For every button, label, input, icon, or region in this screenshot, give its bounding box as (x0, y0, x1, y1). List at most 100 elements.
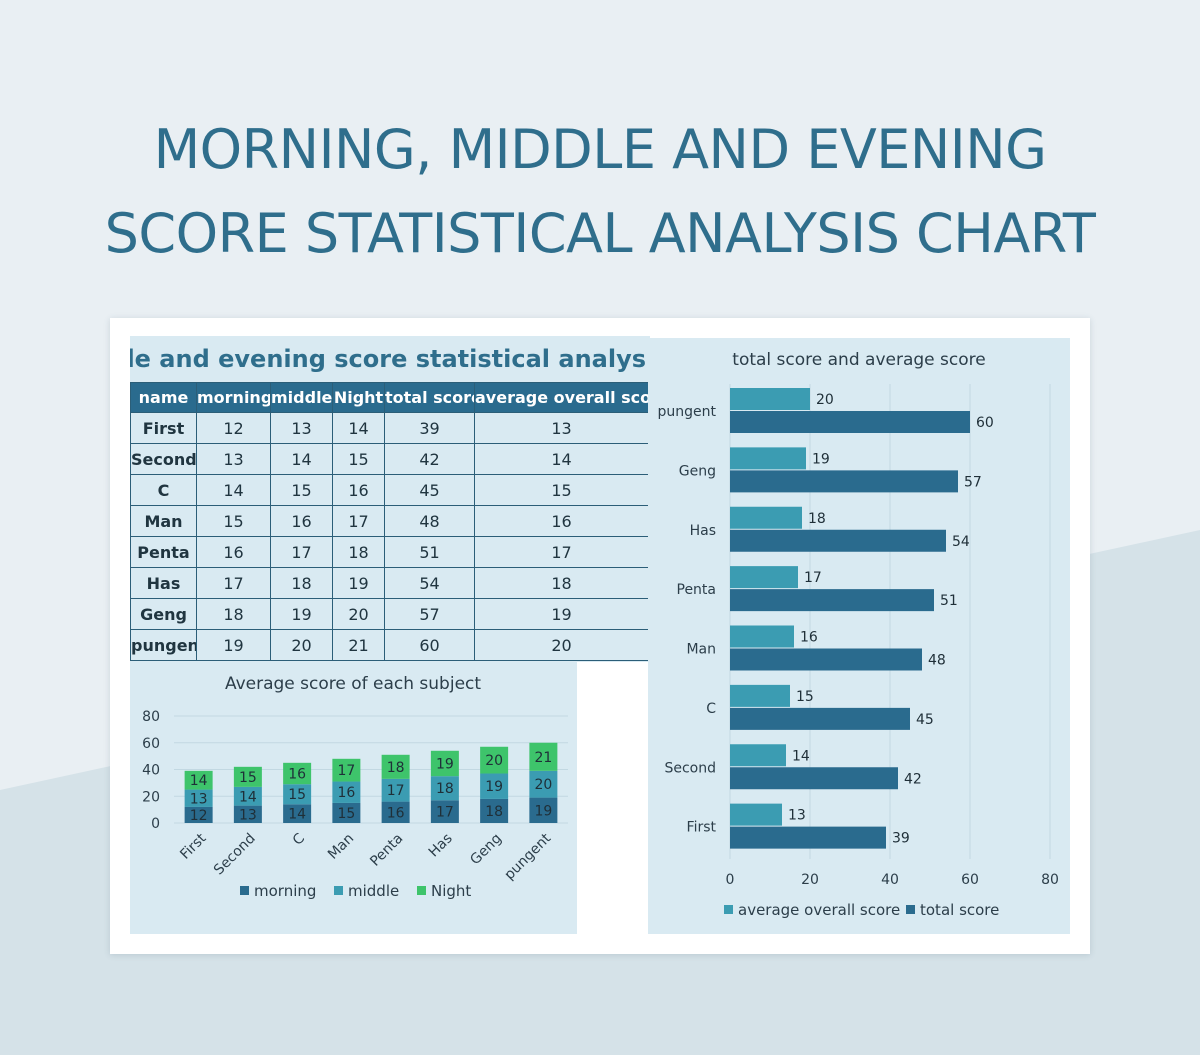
table-cell: Man (130, 505, 197, 537)
data-label: 13 (190, 791, 208, 807)
table-header-cell: middle (270, 382, 333, 413)
data-label: 18 (436, 781, 454, 797)
data-label: 19 (812, 451, 830, 467)
table-cell: Penta (130, 536, 197, 568)
table-cell: 19 (196, 629, 271, 661)
y-tick-label: 40 (142, 763, 160, 779)
table-row: C 14 15 16 45 15 (130, 474, 649, 506)
legend-label: Night (431, 882, 471, 900)
x-tick-label: 20 (801, 872, 819, 888)
data-label: 14 (792, 748, 810, 764)
table-cell: 15 (474, 474, 649, 506)
x-tick-label: Geng (467, 831, 505, 869)
x-tick-label: First (177, 830, 210, 863)
data-label: 12 (190, 808, 208, 824)
bar (730, 411, 970, 433)
data-label: 17 (804, 570, 822, 586)
bar-segment (480, 746, 509, 774)
bar-segment (184, 789, 213, 807)
bar (730, 566, 798, 589)
table-row: pungent1920216020 (130, 629, 649, 661)
table-row: Second 13 14 15 42 14 (130, 443, 649, 475)
data-label: 14 (239, 789, 257, 805)
bar-segment (381, 801, 410, 823)
bar-segment (332, 802, 361, 823)
bar (730, 707, 910, 730)
bar-segment (430, 750, 459, 777)
bar-segment (430, 776, 459, 801)
data-label: 15 (288, 787, 306, 803)
data-label: 54 (952, 534, 970, 550)
data-label: 20 (485, 753, 503, 769)
x-tick-label: C (290, 830, 308, 848)
data-label: 60 (976, 415, 994, 431)
table-cell: 16 (474, 505, 649, 537)
table-row: Penta 16 17 18 51 17 (130, 536, 649, 568)
table-cell: 20 (270, 629, 333, 661)
table-cell: 54 (384, 567, 475, 599)
x-tick-label: 0 (726, 872, 735, 888)
page-title-line-1: MORNING, MIDDLE AND EVENING (153, 118, 1047, 181)
legend-label: morning (254, 882, 316, 900)
y-tick-label: Has (690, 523, 716, 539)
table-header-cell: total score (384, 382, 475, 413)
data-label: 17 (436, 805, 454, 821)
page-title: MORNING, MIDDLE AND EVENING SCORE STATIS… (0, 108, 1200, 276)
table-cell: 14 (196, 474, 271, 506)
bar-segment (233, 786, 262, 806)
y-tick-label: C (706, 701, 716, 717)
data-label: 19 (534, 803, 552, 819)
data-label: 13 (239, 807, 257, 823)
table-cell: 45 (384, 474, 475, 506)
data-label: 21 (534, 750, 552, 766)
bar-segment (529, 742, 558, 771)
table-cell: 57 (384, 598, 475, 630)
data-label: 20 (816, 392, 834, 408)
y-tick-label: 60 (142, 736, 160, 752)
table-header-cell: morning (196, 382, 271, 413)
bar-segment (381, 778, 410, 802)
y-tick-label: Penta (677, 582, 717, 598)
bar (730, 744, 786, 767)
bar-segment (480, 773, 509, 799)
y-tick-label: Second (664, 760, 716, 776)
x-tick-label: Has (426, 831, 456, 861)
table-cell: 17 (270, 536, 333, 568)
data-label: 17 (387, 783, 405, 799)
table-header-cell: Night (332, 382, 385, 413)
bar (730, 589, 934, 612)
bar (730, 529, 946, 552)
data-label: 14 (288, 807, 306, 823)
data-label: 18 (485, 804, 503, 820)
table-cell: 48 (384, 505, 475, 537)
bar-segment (184, 806, 213, 823)
table-row: Has 17 18 19 54 18 (130, 567, 649, 599)
table-cell: 15 (270, 474, 333, 506)
bar-segment (184, 770, 213, 790)
table-cell: 17 (474, 536, 649, 568)
data-label: 19 (436, 756, 454, 772)
bar (730, 648, 922, 671)
table-row: First 12 13 14 39 13 (130, 412, 649, 444)
y-tick-label: 80 (142, 709, 160, 725)
table-cell: 18 (332, 536, 385, 568)
data-label: 18 (808, 511, 826, 527)
x-tick-label: 80 (1041, 872, 1059, 888)
page-title-line-2: SCORE STATISTICAL ANALYSIS CHART (104, 202, 1096, 265)
y-tick-label: Man (686, 642, 716, 658)
table-cell: 17 (332, 505, 385, 537)
bar-segment (233, 766, 262, 787)
bar-segment (332, 758, 361, 782)
table-cell: 20 (332, 598, 385, 630)
bar-segment (381, 754, 410, 779)
subject-average-chart: Average score of each subject 0 20 40 60 80 12… (130, 662, 577, 934)
table-cell: 13 (474, 412, 649, 444)
bar-segment (480, 798, 509, 823)
legend-swatch (724, 905, 733, 914)
bar-segment (529, 797, 558, 823)
table-cell: 15 (196, 505, 271, 537)
table-cell: 18 (474, 567, 649, 599)
x-tick-label: pungent (502, 830, 555, 883)
x-tick-label: Man (325, 831, 357, 863)
chart-title: Average score of each subject (225, 674, 481, 694)
